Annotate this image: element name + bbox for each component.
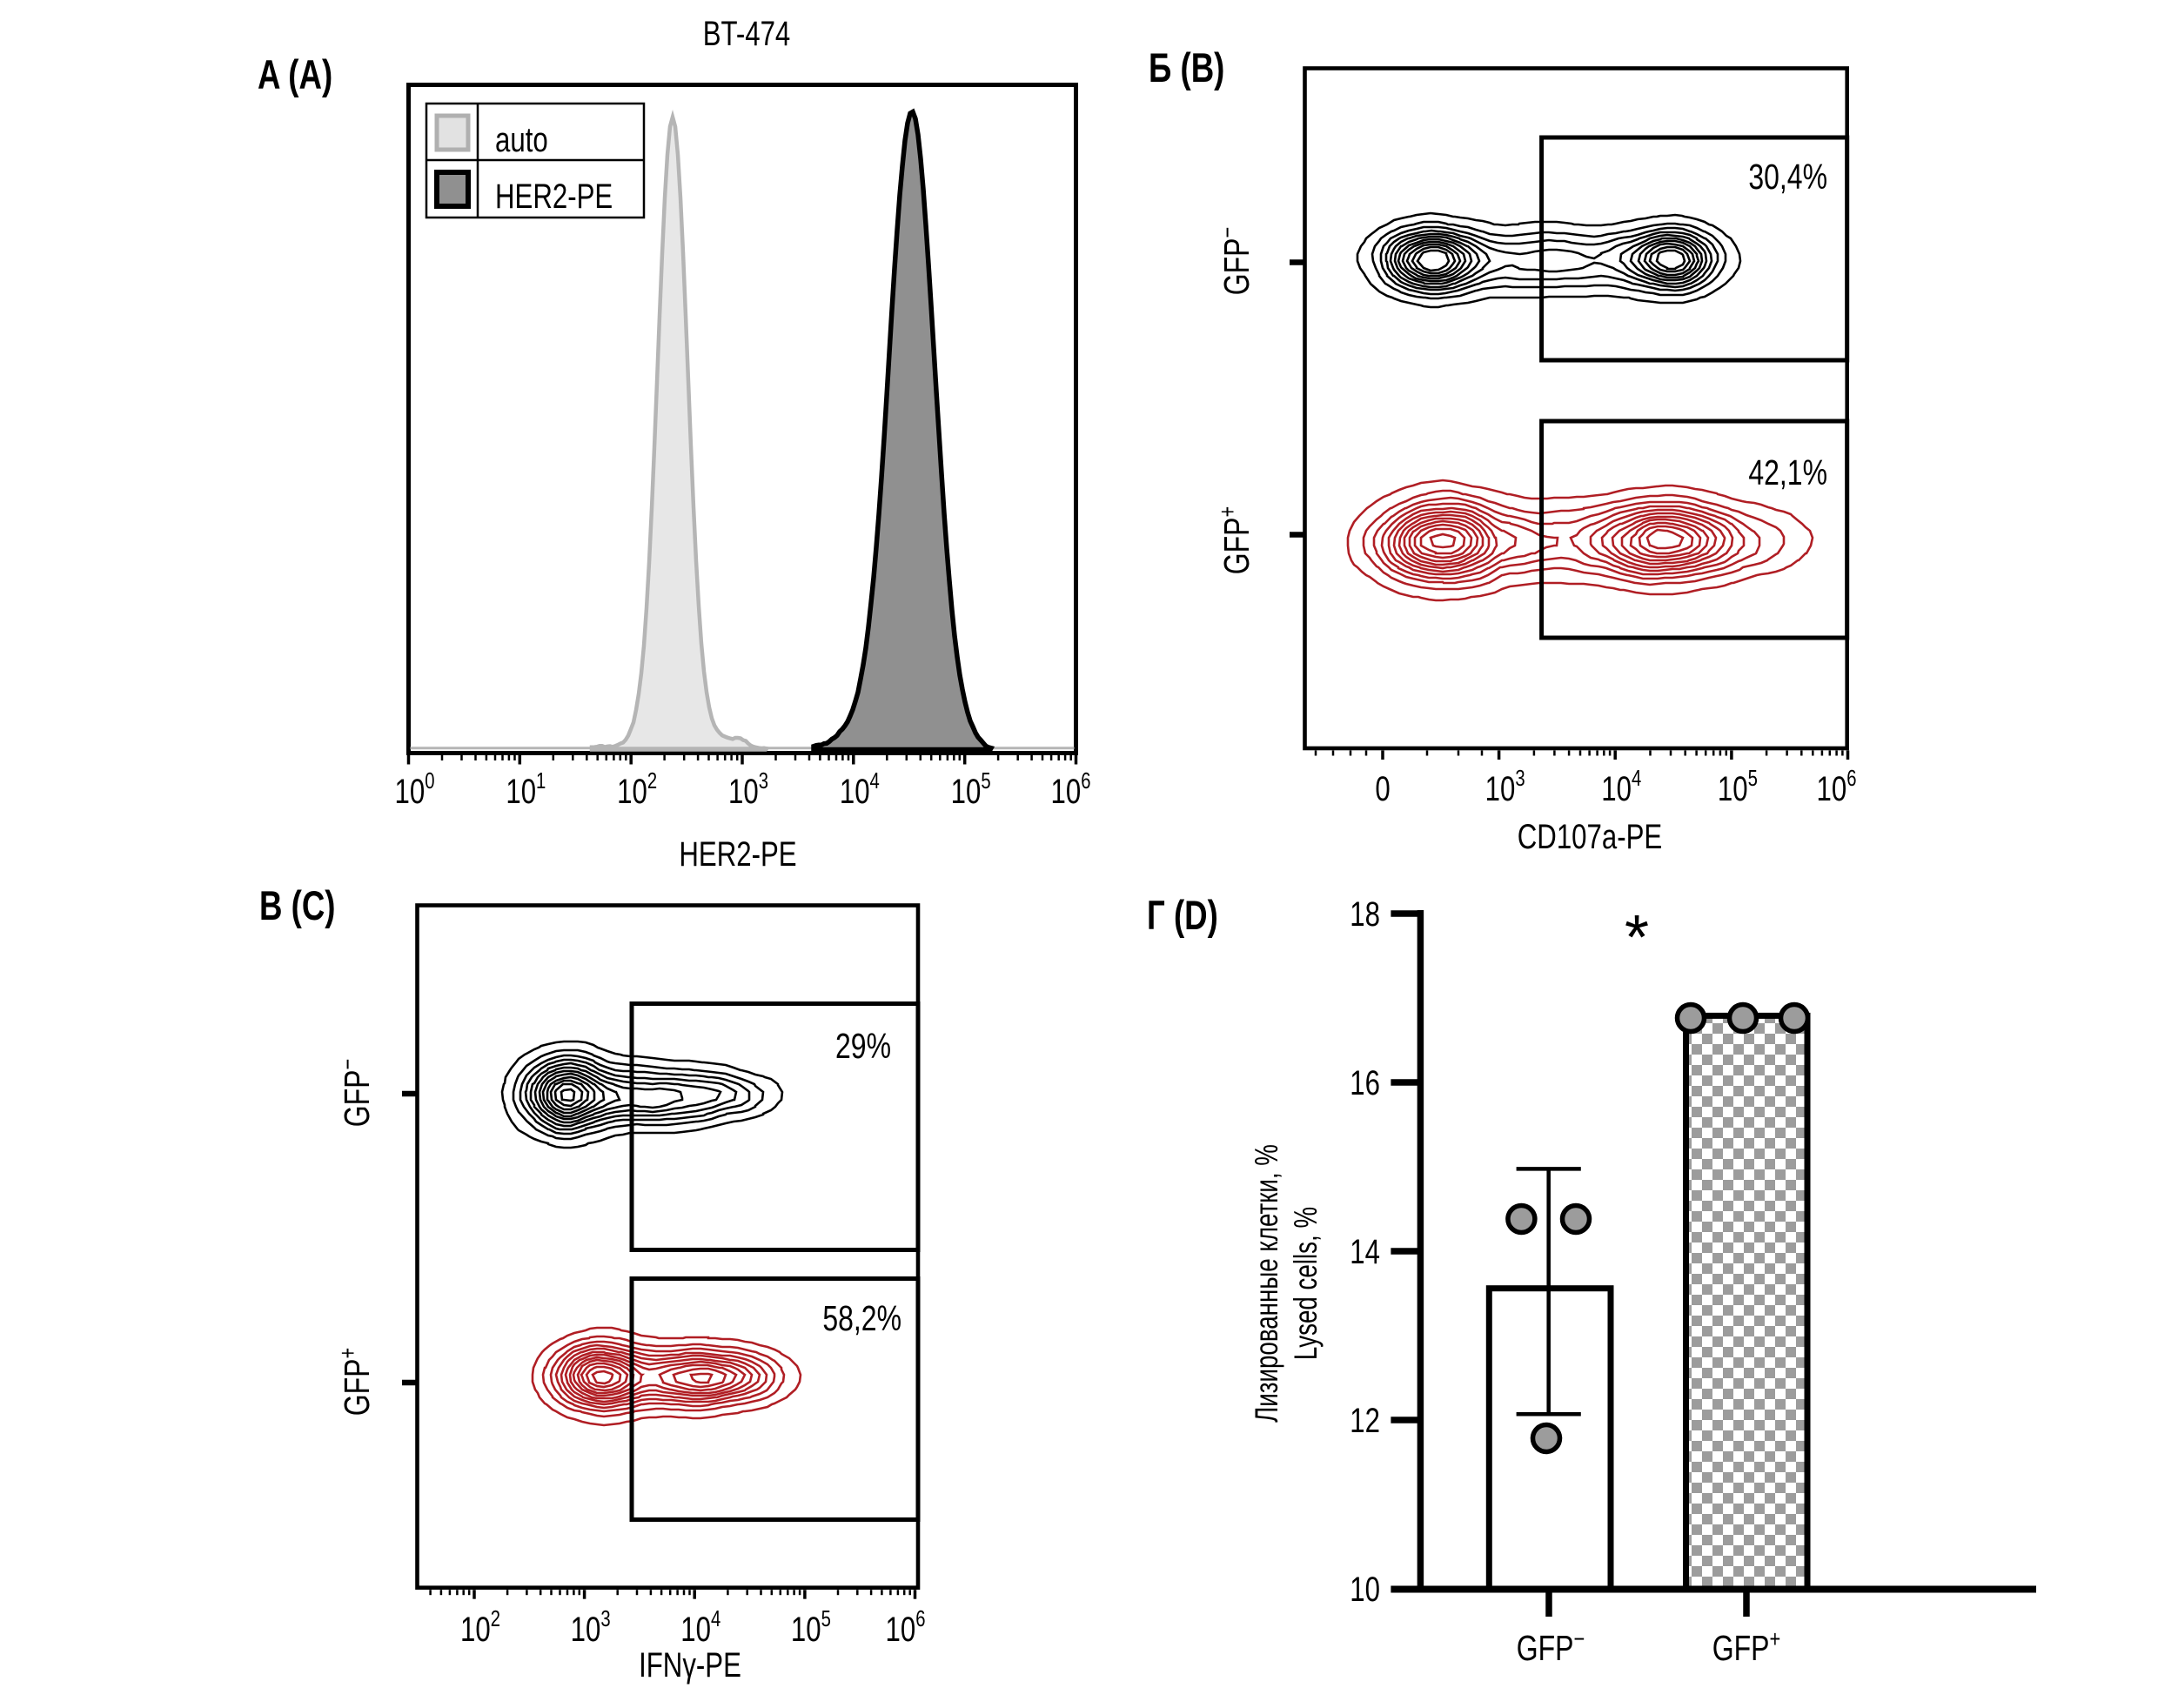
svg-text:GFP+: GFP+ (334, 1348, 376, 1416)
svg-text:30,4%: 30,4% (1748, 157, 1827, 197)
svg-text:Лизированные клетки, %: Лизированные клетки, % (1248, 1144, 1284, 1423)
svg-text:IFNγ-PE: IFNγ-PE (639, 1645, 741, 1685)
svg-text:105: 105 (791, 1606, 831, 1649)
svg-text:58,2%: 58,2% (822, 1298, 901, 1338)
svg-text:*: * (1625, 903, 1649, 973)
svg-text:GFP−: GFP− (1517, 1625, 1585, 1667)
svg-text:BT-474: BT-474 (703, 14, 791, 53)
svg-text:Б (B): Б (B) (1149, 45, 1224, 90)
svg-text:HER2-PE: HER2-PE (679, 834, 796, 874)
svg-text:103: 103 (571, 1606, 611, 1649)
svg-text:GFP−: GFP− (1214, 227, 1256, 295)
svg-text:104: 104 (680, 1606, 720, 1649)
svg-text:16: 16 (1350, 1063, 1380, 1102)
svg-text:Lysed cells, %: Lysed cells, % (1287, 1207, 1324, 1360)
svg-text:18: 18 (1350, 894, 1380, 934)
svg-text:GFP−: GFP− (334, 1059, 376, 1127)
svg-text:10: 10 (1350, 1570, 1380, 1609)
svg-text:0: 0 (1375, 769, 1390, 808)
svg-text:GFP+: GFP+ (1712, 1625, 1780, 1667)
svg-text:29%: 29% (835, 1026, 891, 1066)
svg-text:CD107a-PE: CD107a-PE (1518, 817, 1662, 856)
svg-text:B (C): B (C) (259, 883, 336, 928)
svg-text:HER2-PE: HER2-PE (495, 177, 613, 216)
svg-text:Г (D): Г (D) (1147, 893, 1218, 938)
svg-text:14: 14 (1350, 1232, 1380, 1271)
svg-text:GFP+: GFP+ (1214, 506, 1256, 574)
svg-text:12: 12 (1350, 1401, 1380, 1440)
svg-text:42,1%: 42,1% (1748, 452, 1827, 492)
svg-text:A (A): A (A) (258, 52, 332, 97)
svg-text:104: 104 (840, 768, 880, 811)
svg-text:auto: auto (495, 120, 548, 159)
